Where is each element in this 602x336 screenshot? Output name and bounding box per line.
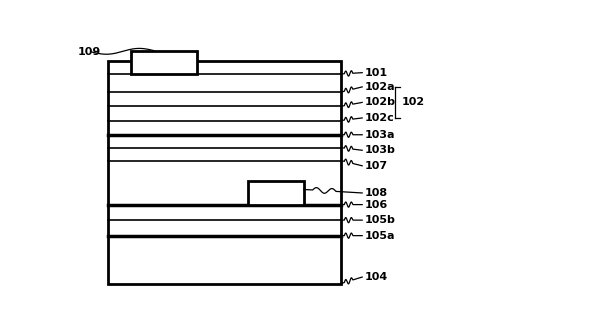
Text: 106: 106 xyxy=(365,200,388,210)
Text: 102c: 102c xyxy=(365,113,394,123)
Text: 102a: 102a xyxy=(365,82,395,92)
Text: 103a: 103a xyxy=(365,130,395,140)
Text: 101: 101 xyxy=(365,68,388,78)
Text: 102: 102 xyxy=(402,97,425,108)
Text: 108: 108 xyxy=(365,188,388,198)
Bar xyxy=(131,51,196,74)
Bar xyxy=(248,181,304,205)
Text: 103b: 103b xyxy=(365,145,396,155)
Text: 105b: 105b xyxy=(365,215,396,225)
Text: 105a: 105a xyxy=(365,230,395,241)
Text: 104: 104 xyxy=(365,272,388,282)
Text: 107: 107 xyxy=(365,161,388,171)
Bar xyxy=(108,61,341,284)
Text: 102b: 102b xyxy=(365,97,396,108)
Text: 109: 109 xyxy=(78,47,101,57)
